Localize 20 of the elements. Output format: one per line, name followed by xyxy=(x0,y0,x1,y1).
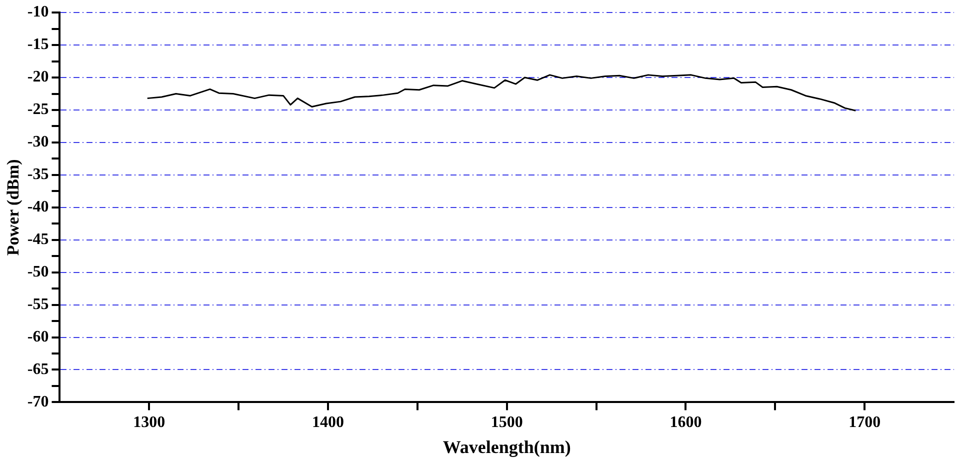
y-tick-label: -45 xyxy=(27,231,49,248)
x-tick-label: 1700 xyxy=(848,414,881,431)
y-tick-label: -10 xyxy=(27,4,49,21)
y-tick-label: -65 xyxy=(27,360,49,378)
y-tick-label: -35 xyxy=(27,166,49,184)
y-tick-label: -15 xyxy=(27,36,49,54)
y-tick-label: -20 xyxy=(27,68,49,86)
y-tick-label: -40 xyxy=(27,198,49,216)
y-tick-label: -25 xyxy=(27,101,49,118)
y-tick-label: -70 xyxy=(27,393,49,410)
x-tick-label: 1300 xyxy=(133,414,166,431)
y-axis-title: Power (dBm) xyxy=(4,159,23,256)
x-axis-title: Wavelength(nm) xyxy=(442,436,571,457)
y-tick-label: -60 xyxy=(27,328,49,346)
x-tick-label: 1500 xyxy=(490,414,523,431)
x-tick-label: 1400 xyxy=(312,414,344,431)
x-tick-label: 1600 xyxy=(670,414,702,431)
y-tick-label: -55 xyxy=(27,296,49,313)
y-tick-label: -30 xyxy=(27,134,49,151)
y-tick-label: -50 xyxy=(27,263,49,280)
